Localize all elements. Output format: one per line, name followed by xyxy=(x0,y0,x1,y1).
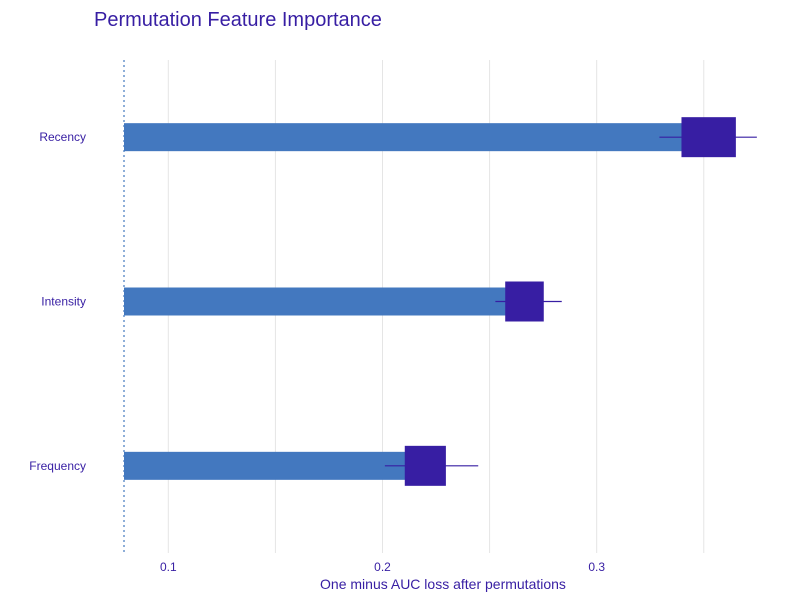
x-tick-label: 0.3 xyxy=(588,560,605,574)
label-layer: 0.1 0.2 0.3 Recency Intensity Frequency xyxy=(29,130,605,574)
bar-intensity xyxy=(124,287,542,316)
box-layer xyxy=(384,117,757,486)
x-tick-label: 0.2 xyxy=(374,560,391,574)
box-recency xyxy=(681,117,736,158)
x-axis-label: One minus AUC loss after permutations xyxy=(320,576,566,592)
box-frequency xyxy=(404,445,446,486)
box-intensity xyxy=(505,281,544,322)
category-label: Recency xyxy=(39,130,86,144)
category-label: Frequency xyxy=(29,459,86,473)
category-label: Intensity xyxy=(41,295,86,309)
chart-title: Permutation Feature Importance xyxy=(94,9,382,31)
bar-recency xyxy=(124,123,733,152)
x-tick-label: 0.1 xyxy=(160,560,177,574)
bar-layer xyxy=(124,123,733,480)
